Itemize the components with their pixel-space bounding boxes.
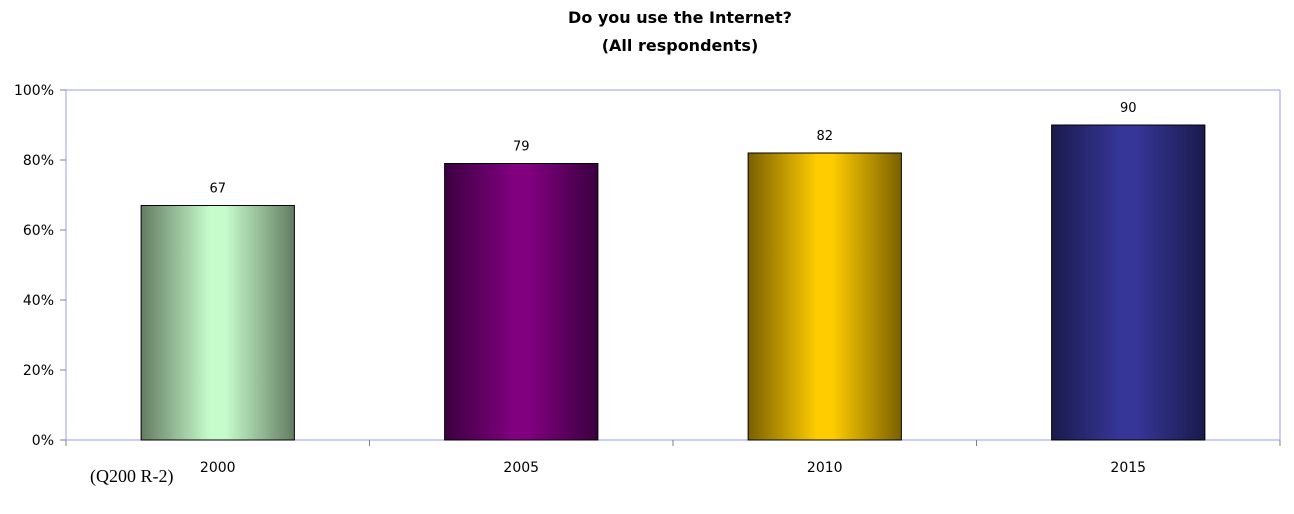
bar-2005 <box>444 163 599 441</box>
y-tick-label: 20% <box>23 363 54 379</box>
y-axis: 0% 20% 40% 60% 80% 100% <box>14 83 66 449</box>
y-tick-label: 40% <box>23 293 54 309</box>
question-footnote: (Q200 R-2) <box>90 466 174 486</box>
y-tick-label: 100% <box>14 83 54 99</box>
bar-2015 <box>1051 124 1206 441</box>
data-labels-group: 67 79 82 90 <box>209 101 1136 197</box>
x-tick-label-2005: 2005 <box>503 460 539 476</box>
x-axis: 2000 2005 2010 2015 <box>65 440 1281 476</box>
data-label-2010: 82 <box>816 129 833 144</box>
chart-subtitle: (All respondents) <box>602 36 759 55</box>
data-label-2000: 67 <box>209 182 226 197</box>
chart-title: Do you use the Internet? <box>568 8 792 27</box>
x-tick-label-2010: 2010 <box>807 460 843 476</box>
x-tick-label-2000: 2000 <box>200 460 236 476</box>
x-tick-label-2015: 2015 <box>1110 460 1146 476</box>
y-tick-label: 0% <box>32 433 54 449</box>
y-tick-label: 60% <box>23 223 54 239</box>
data-label-2005: 79 <box>513 140 530 155</box>
bars-group <box>140 124 1206 441</box>
y-tick-label: 80% <box>23 153 54 169</box>
data-label-2015: 90 <box>1120 101 1137 116</box>
bar-2010 <box>747 152 902 441</box>
bar-2000 <box>140 205 295 441</box>
